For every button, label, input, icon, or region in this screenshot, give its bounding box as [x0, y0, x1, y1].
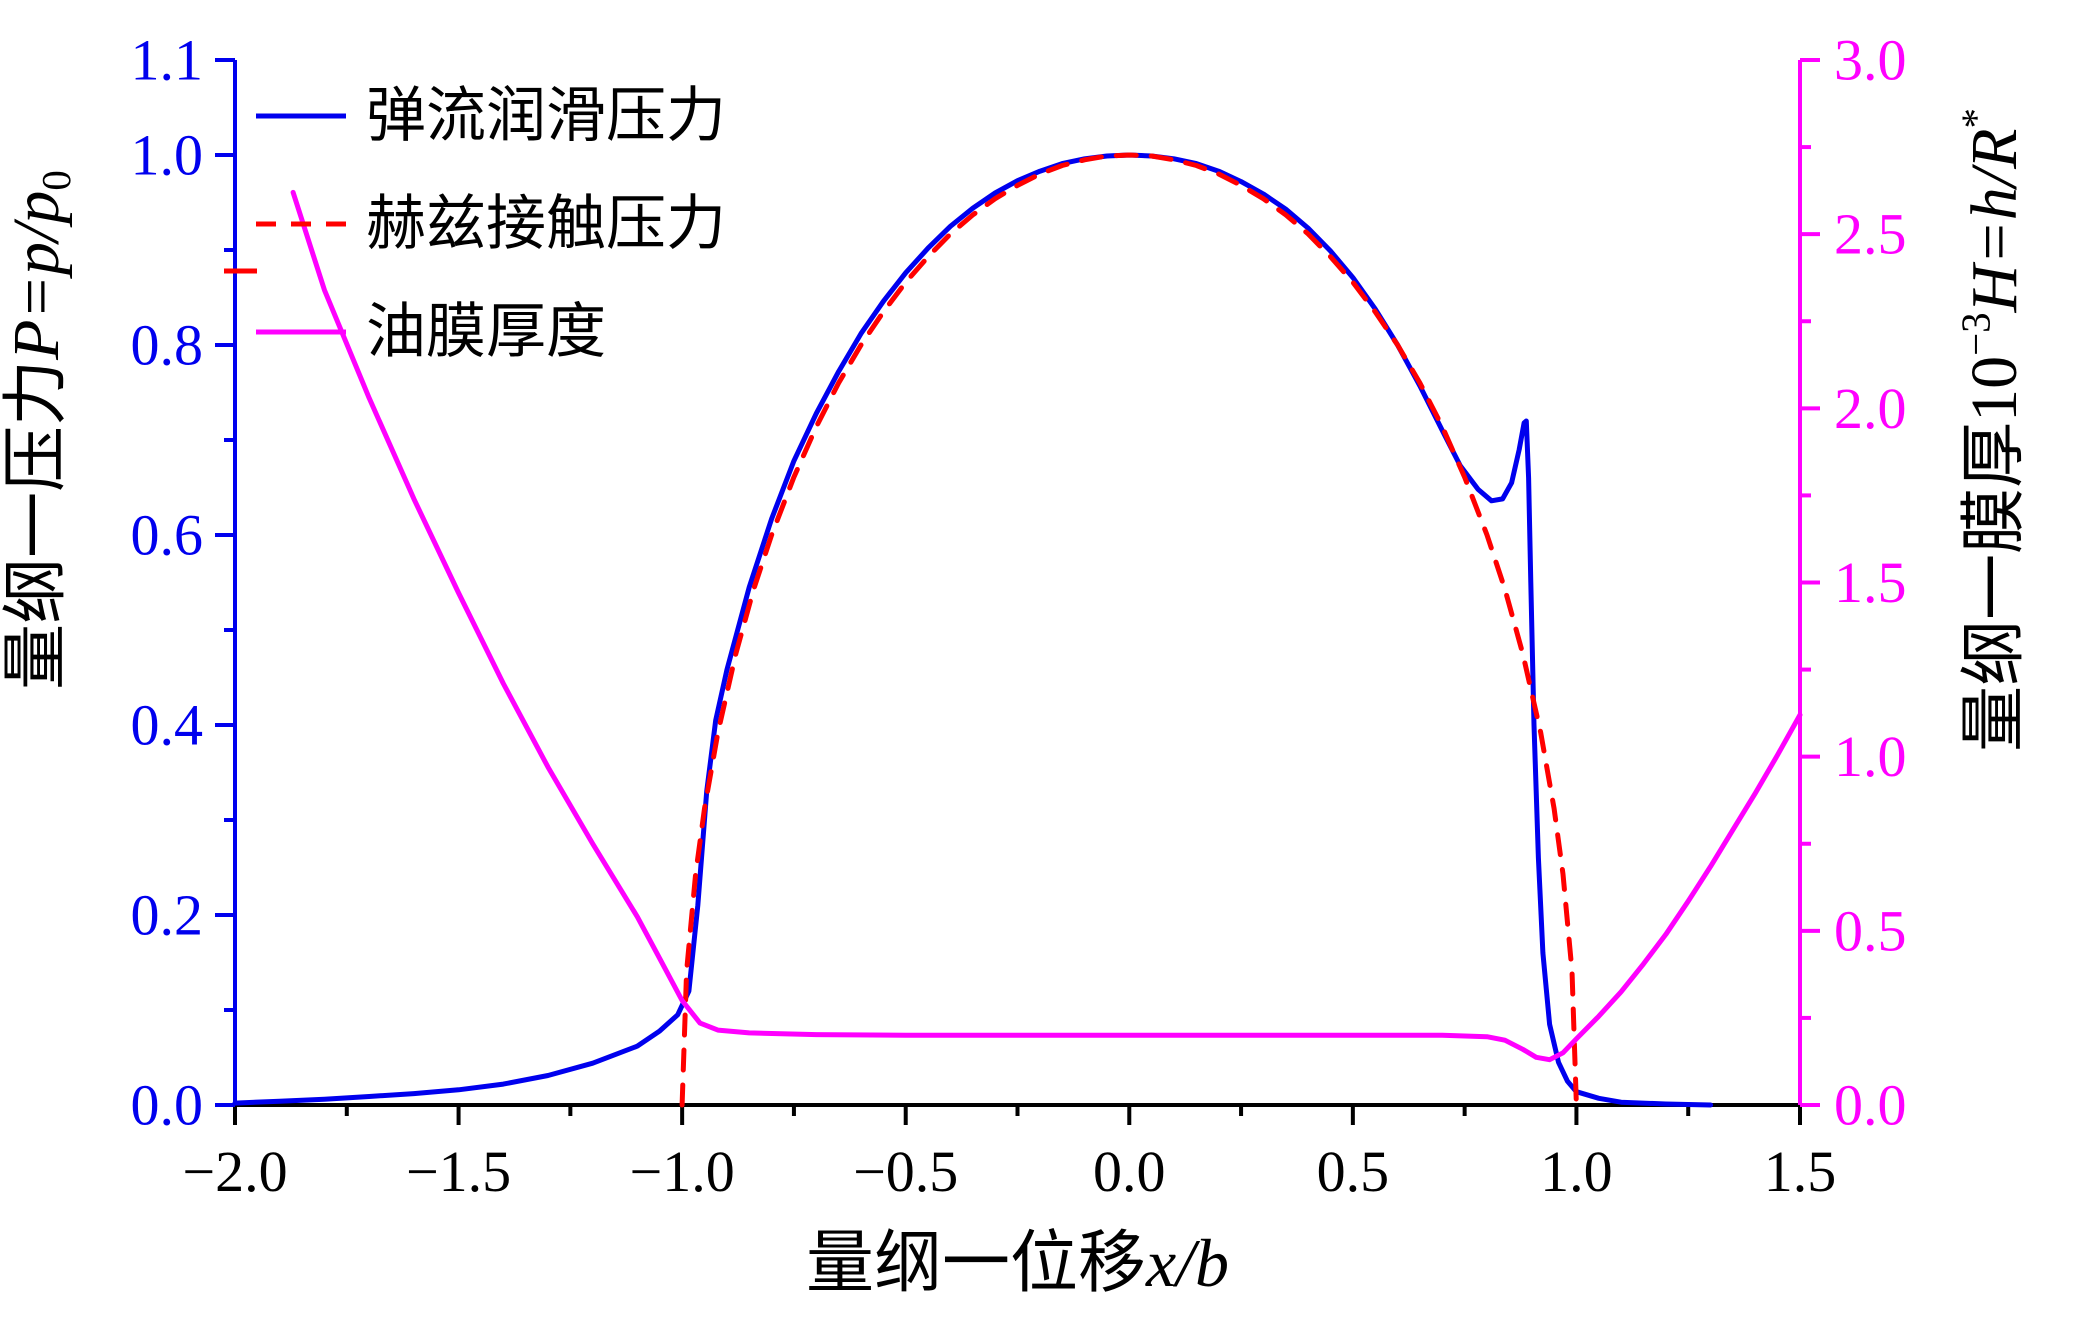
y-left-tick-label: 0.8 — [131, 313, 204, 378]
y-left-tick-label: 1.1 — [131, 28, 204, 93]
legend-label-hertz-pressure: 赫兹接触压力 — [366, 191, 726, 257]
legend-label-film-thickness: 油膜厚度 — [366, 299, 606, 365]
x-tick-label: −1.5 — [406, 1139, 511, 1204]
film-thickness-line — [290, 189, 1803, 1063]
y-left-axis-title: 量纲一压力P=p/p0 — [0, 170, 79, 690]
y-right-tick-label: 2.0 — [1834, 376, 1907, 441]
y-right-tick-label: 2.5 — [1834, 202, 1907, 267]
y-left-tick-label: 0.4 — [131, 693, 204, 758]
y-left-tick-label: 0.2 — [131, 883, 204, 948]
y-right-tick-label: 3.0 — [1834, 28, 1907, 93]
y-left-tick-label: 1.0 — [131, 123, 204, 188]
y-right-tick-label: 1.5 — [1834, 550, 1907, 615]
x-tick-label: 0.0 — [1093, 1139, 1166, 1204]
legend-label-ehl-pressure: 弹流润滑压力 — [366, 83, 726, 149]
y-left-tick-label: 0.0 — [131, 1073, 204, 1138]
y-right-tick-label: 1.0 — [1834, 724, 1907, 789]
y-left-tick-label: 0.6 — [131, 503, 204, 568]
x-tick-label: −2.0 — [182, 1139, 287, 1204]
y-right-tick-label: 0.5 — [1834, 898, 1907, 963]
x-tick-label: 1.5 — [1764, 1139, 1837, 1204]
x-tick-label: 1.0 — [1540, 1139, 1613, 1204]
x-tick-label: −1.0 — [630, 1139, 735, 1204]
hertz-pressure-line — [679, 152, 1579, 1108]
ehl-pressure-line — [232, 152, 1714, 1108]
x-tick-label: 0.5 — [1317, 1139, 1390, 1204]
x-tick-label: −0.5 — [853, 1139, 958, 1204]
x-axis-title: 量纲一位移x/b — [806, 1225, 1229, 1301]
y-right-axis-title: 量纲一膜厚10−3H=h/R* — [1954, 108, 2031, 752]
y-right-tick-label: 0.0 — [1834, 1073, 1907, 1138]
